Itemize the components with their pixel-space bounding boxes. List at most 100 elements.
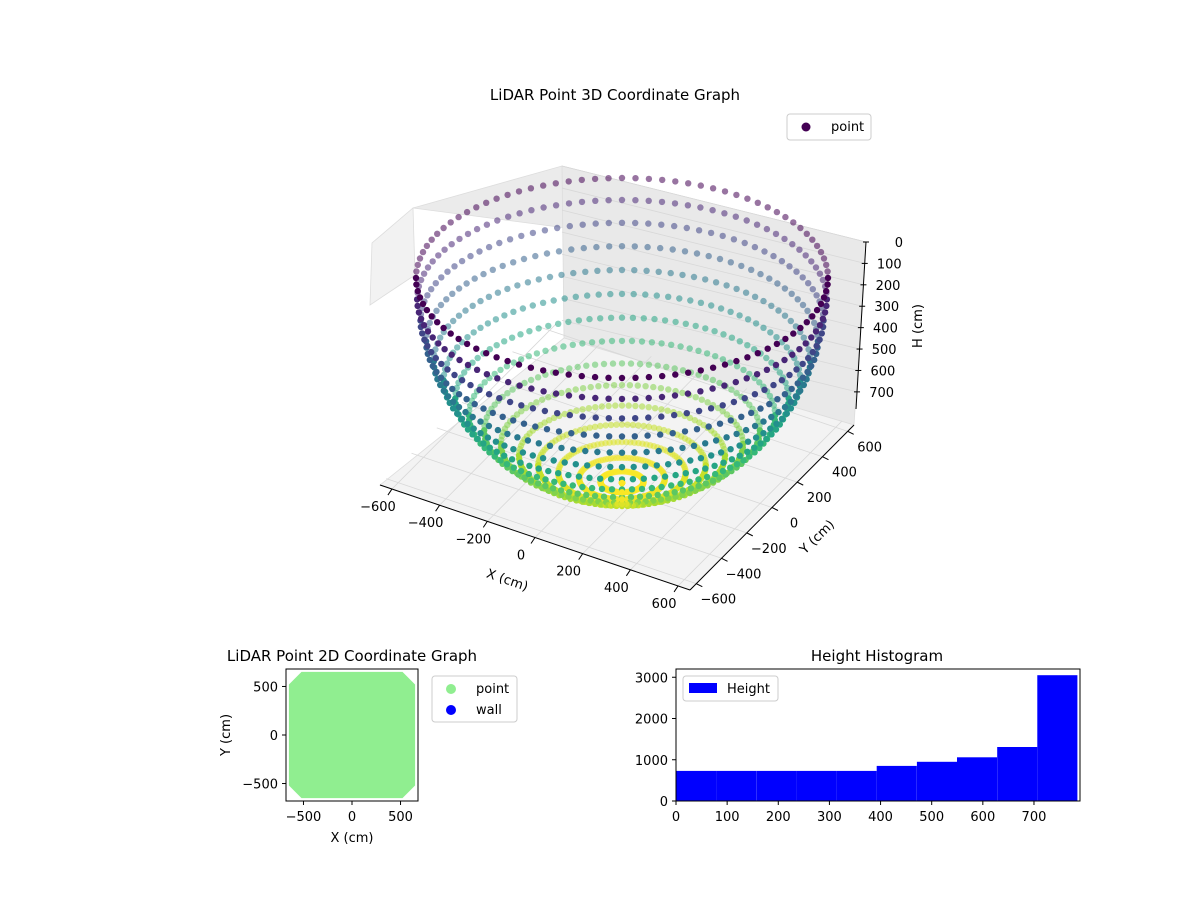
chart-3d-point <box>579 496 587 503</box>
chart-3d-point <box>632 402 639 410</box>
chart-3d-point <box>744 316 752 323</box>
chart-3d-point <box>632 219 639 227</box>
chart-3d-point <box>630 290 637 298</box>
histogram-ticks: 0 100 200 300 400 500 600 700 0 1000 2000 3000 <box>635 671 1046 825</box>
chart-3d-point <box>555 248 563 255</box>
chart-3d-point <box>697 182 704 189</box>
chart-3d-point <box>526 462 533 469</box>
chart-3d-point <box>504 357 511 365</box>
chart-3d-point <box>586 424 594 431</box>
chart-3d-point <box>557 367 565 374</box>
chart-3d-point <box>809 313 816 320</box>
chart-3d-point <box>813 242 821 250</box>
chart-3d-point <box>424 264 432 271</box>
chart-3d-point <box>455 312 463 319</box>
chart-3d-point <box>661 317 669 324</box>
chart-3d-point <box>591 361 599 368</box>
chart-3d-point <box>721 210 728 217</box>
chart-3d-point <box>736 442 743 449</box>
chart-3d-point <box>438 360 445 368</box>
chart-3d-point <box>781 312 789 319</box>
chart-3d-point <box>816 270 824 277</box>
chart-3d-point <box>484 434 492 441</box>
legend-box <box>786 113 872 141</box>
chart-3d-point <box>635 422 642 429</box>
chart-3d-point <box>763 354 770 362</box>
chart-3d-point <box>702 374 710 381</box>
chart-3d-point <box>416 294 424 301</box>
chart-3d-point <box>483 199 490 206</box>
chart-3d-point <box>658 393 666 401</box>
chart-3d-point <box>481 379 488 386</box>
chart-3d-point <box>612 402 619 409</box>
chart-2d-x-tick-label: 500 <box>388 810 413 825</box>
chart-3d-y-tick-label: 0 <box>790 517 798 532</box>
chart-3d-point <box>630 463 637 471</box>
chart-3d-point <box>672 318 679 326</box>
legend-box <box>682 675 779 702</box>
chart-3d-point <box>443 296 450 303</box>
chart-3d-point <box>707 229 715 237</box>
chart-3d-point <box>519 449 527 456</box>
chart-3d-point <box>712 279 720 286</box>
chart-3d-point <box>550 297 557 304</box>
chart-3d-point <box>679 389 686 397</box>
chart-3d-point <box>470 425 477 432</box>
chart-3d-point <box>761 386 768 393</box>
chart-3d-point <box>618 463 626 471</box>
chart-3d-point <box>781 356 788 364</box>
chart-3d-point <box>566 411 573 419</box>
chart-3d-point <box>790 330 797 337</box>
chart-3d-point <box>566 222 573 230</box>
chart-3d-point <box>469 431 476 438</box>
chart-3d-point <box>592 414 599 421</box>
chart-3d-point <box>470 329 477 336</box>
chart-3d-point <box>454 410 461 417</box>
chart-3d-point <box>632 175 639 182</box>
chart-3d-point <box>781 285 789 292</box>
chart-3d-point <box>414 261 421 269</box>
chart-3d-point <box>606 267 613 274</box>
chart-3d-point <box>744 342 751 349</box>
chart-3d-point <box>607 290 614 298</box>
chart-3d-point <box>773 340 781 348</box>
chart-3d-point <box>579 221 586 228</box>
chart-3d-y-tick-label: 600 <box>857 440 882 455</box>
chart-3d-point <box>591 175 599 183</box>
chart-3d-point <box>489 409 496 417</box>
chart-3d-point <box>435 252 442 259</box>
chart-3d-point <box>733 430 740 438</box>
chart-3d-point <box>690 442 698 449</box>
chart-3d-point <box>664 407 671 414</box>
chart-3d-point <box>676 459 683 466</box>
chart-3d-point <box>811 356 818 364</box>
chart-3d-point <box>665 293 672 300</box>
chart-3d-point <box>632 395 639 402</box>
chart-3d-point <box>503 363 511 370</box>
chart-3d-point <box>461 369 468 376</box>
histogram-bars <box>676 675 1078 801</box>
chart-3d-point <box>773 208 781 216</box>
chart-3d-point <box>583 362 590 369</box>
chart-3d-point <box>719 467 727 475</box>
chart-3d-point <box>570 446 577 453</box>
chart-3d-point <box>517 356 525 363</box>
chart-3d-point <box>799 360 806 368</box>
chart-3d-point <box>424 292 431 299</box>
chart-3d-point <box>824 274 832 282</box>
chart-3d-point <box>593 243 600 251</box>
chart-3d-x-tick <box>625 569 631 577</box>
chart-3d-point <box>711 462 718 469</box>
chart-3d-point <box>529 229 537 237</box>
chart-3d-point <box>679 444 686 452</box>
chart-3d-point <box>451 263 458 270</box>
chart-3d-point <box>770 381 777 389</box>
legend-marker-height <box>689 683 717 693</box>
chart-3d-point <box>550 414 558 422</box>
chart-3d-point <box>458 257 466 265</box>
chart-3d-point <box>578 176 585 184</box>
histogram-x-tick-label: 200 <box>766 810 791 825</box>
chart-3d-point <box>776 369 783 376</box>
legend-marker-wall <box>446 705 456 715</box>
chart-3d-point <box>676 295 683 302</box>
